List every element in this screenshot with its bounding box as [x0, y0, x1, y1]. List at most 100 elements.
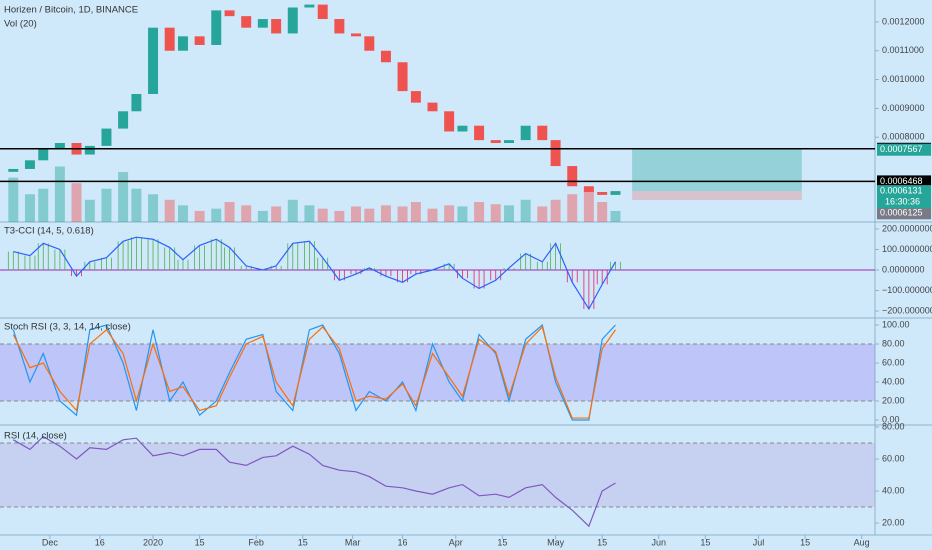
- candle-body: [520, 125, 531, 141]
- volume-bar: [118, 172, 129, 222]
- volume-bar: [317, 208, 328, 222]
- level-tag: [877, 175, 931, 188]
- plot: 0.0008000 0.0009000 0.0010000 0.0011000 0.00…: [0, 4, 932, 547]
- volume-bar: [241, 205, 252, 222]
- volume-bar: [84, 199, 95, 222]
- price-tag-label: 0.0006125: [880, 208, 923, 218]
- volume-bar: [457, 206, 468, 222]
- volume-bar: [380, 205, 391, 222]
- candle-body: [271, 19, 282, 34]
- x-tick-label: Jun: [651, 537, 666, 547]
- candle-body: [224, 10, 235, 17]
- volume-bar: [131, 188, 142, 222]
- volume-bar: [610, 210, 621, 222]
- volume-bar: [597, 202, 608, 222]
- candle-body: [24, 160, 35, 169]
- volume-bar: [194, 210, 205, 222]
- volume-bar: [410, 202, 421, 222]
- candle-body: [597, 192, 608, 195]
- volume-bar: [304, 205, 315, 222]
- candle-body: [474, 125, 485, 141]
- rsi-legend: RSI (14, close): [4, 431, 67, 442]
- x-tick-label: Mar: [345, 537, 361, 547]
- volume-bar: [520, 199, 531, 222]
- candle-body: [177, 36, 188, 51]
- y-tick-label: 40.00: [882, 376, 905, 386]
- countdown-label: 16:30:36: [885, 196, 920, 206]
- y-tick-label: 20.00: [882, 395, 905, 405]
- volume-bar: [444, 205, 455, 222]
- y-tick-label: −200.0000000: [882, 305, 932, 315]
- candle-body: [610, 191, 621, 195]
- y-tick-label: 0.0000000: [882, 264, 925, 274]
- candle-body: [550, 140, 561, 167]
- indicator-line: [12, 325, 616, 419]
- candle-body: [194, 36, 205, 45]
- y-tick-label: 20.00: [882, 517, 905, 527]
- volume-bar: [567, 194, 578, 222]
- indicator-line: [13, 435, 616, 528]
- volume-bar: [211, 208, 222, 222]
- y-tick-label: 60.00: [882, 357, 905, 367]
- symbol-title: Horizen / Bitcoin, 1D, BINANCE: [4, 5, 138, 16]
- x-tick-label: 15: [195, 537, 205, 547]
- y-tick-label: 60.00: [882, 453, 905, 463]
- price-tag: [877, 143, 931, 156]
- candle-body: [287, 7, 298, 34]
- candle-body: [257, 19, 268, 28]
- volume-legend: Vol (20): [4, 19, 37, 30]
- y-tick-label: 0.0010000: [882, 74, 925, 84]
- candle-body: [380, 50, 391, 63]
- candle-body: [164, 27, 175, 51]
- y-tick-label: 0.00: [882, 414, 900, 424]
- cci-line: [13, 236, 617, 311]
- candle-body: [118, 111, 129, 129]
- candle-body: [457, 125, 468, 132]
- candle-body: [304, 4, 315, 8]
- candle-body: [54, 143, 65, 149]
- candle-body: [211, 10, 222, 45]
- volume-bar: [101, 188, 112, 222]
- position-target: [632, 148, 802, 192]
- volume-bar: [164, 199, 175, 222]
- y-tick-label: 0.0009000: [882, 103, 925, 113]
- y-tick-label: 0.0012000: [882, 16, 925, 26]
- candle-body: [148, 27, 159, 94]
- price-tag: [877, 207, 931, 220]
- cci-legend: T3-CCI (14, 5, 0.618): [4, 226, 94, 237]
- volume-bar: [364, 208, 375, 222]
- candle-body: [427, 102, 438, 112]
- candle-body: [410, 91, 421, 103]
- x-tick-label: Jul: [753, 537, 765, 547]
- stoch-legend: Stoch RSI (3, 3, 14, 14, close): [4, 322, 131, 333]
- candle-body: [567, 166, 578, 187]
- y-tick-label: 40.00: [882, 485, 905, 495]
- volume-bar: [474, 202, 485, 222]
- y-tick-label: 80.00: [882, 338, 905, 348]
- level-tag-label: 0.0006468: [880, 176, 923, 186]
- y-tick-label: 0.0011000: [882, 45, 924, 55]
- volume-bar: [257, 210, 268, 222]
- candle-body: [504, 140, 515, 144]
- x-tick-label: Feb: [248, 537, 264, 547]
- volume-bar: [177, 205, 188, 222]
- candle-body: [131, 93, 142, 112]
- price-tag-label: 0.0006131: [880, 185, 923, 195]
- x-tick-label: 15: [497, 537, 507, 547]
- volume-bar: [24, 194, 35, 222]
- countdown-tag: [877, 196, 931, 209]
- y-tick-label: 80.00: [882, 421, 905, 431]
- candle-body: [241, 16, 252, 28]
- candle-body: [444, 111, 455, 132]
- candle-body: [101, 128, 112, 146]
- volume-bar: [224, 202, 235, 222]
- volume-bar: [583, 188, 594, 222]
- volume-bar: [148, 194, 159, 222]
- volume-bar: [504, 205, 515, 222]
- x-tick-label: Dec: [42, 537, 59, 547]
- x-tick-label: May: [547, 537, 565, 547]
- y-tick-label: 100.00: [882, 319, 910, 329]
- x-tick-label: 16: [398, 537, 408, 547]
- volume-bar: [38, 188, 49, 222]
